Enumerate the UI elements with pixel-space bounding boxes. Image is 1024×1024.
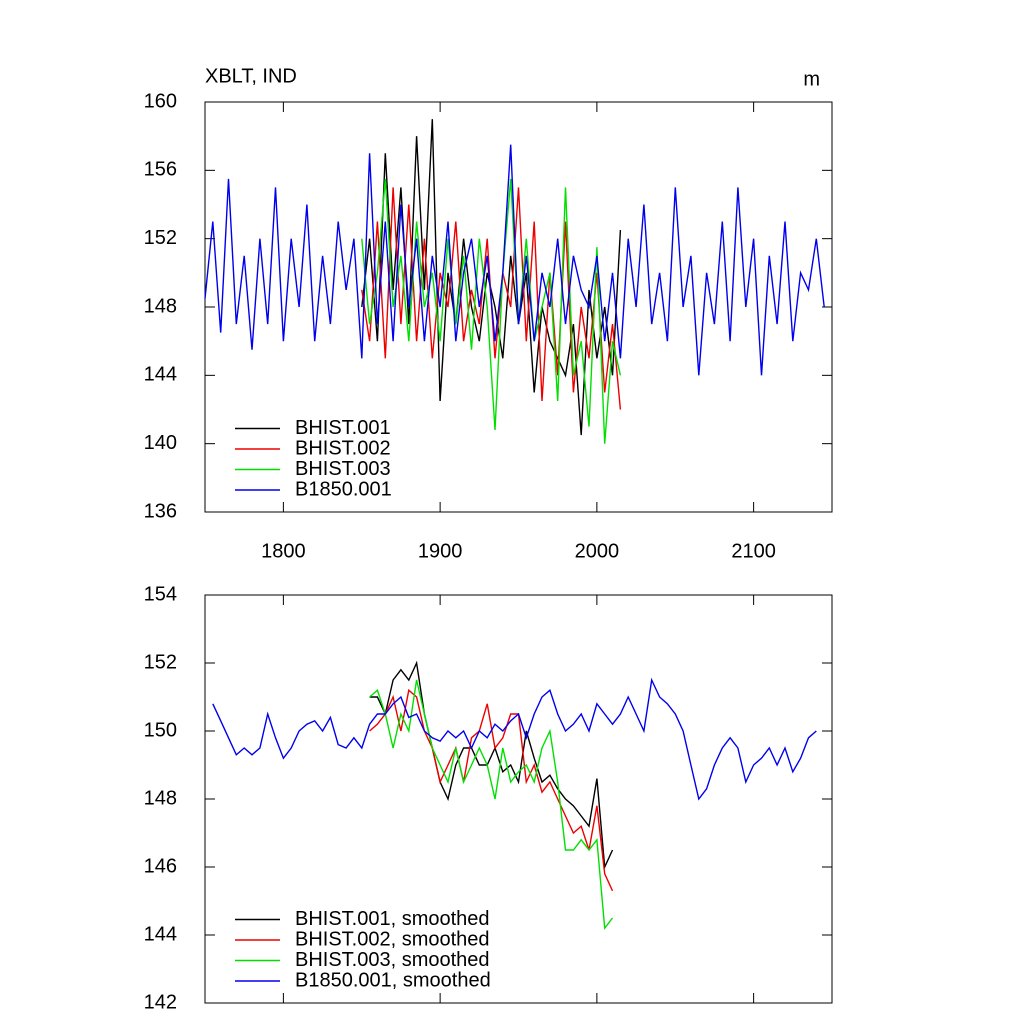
data-line <box>212 677 817 801</box>
data-line <box>204 144 825 376</box>
y-tick-label: 152 <box>144 651 177 673</box>
x-tick-label: 2000 <box>575 540 620 562</box>
legend-label: B1850.001, smoothed <box>295 969 491 991</box>
data-line <box>369 660 614 870</box>
legend-label: B1850.001 <box>295 478 392 500</box>
data-line <box>361 119 622 436</box>
legend-label: BHIST.001, smoothed <box>295 908 490 930</box>
y-tick-label: 156 <box>144 159 177 181</box>
data-line <box>361 178 622 444</box>
x-tick-label: 2100 <box>731 540 776 562</box>
y-tick-label: 148 <box>144 295 177 317</box>
units-label: m <box>803 68 820 90</box>
y-tick-label: 160 <box>144 90 177 112</box>
data-line <box>369 688 614 892</box>
legend-label: BHIST.001 <box>295 417 391 439</box>
legend-label: BHIST.003, smoothed <box>295 949 490 971</box>
legend-label: BHIST.003 <box>295 458 391 480</box>
y-tick-label: 144 <box>144 364 177 386</box>
data-line <box>369 679 614 931</box>
y-tick-label: 154 <box>144 583 177 605</box>
legend-label: BHIST.002 <box>295 437 391 459</box>
y-tick-label: 148 <box>144 787 177 809</box>
y-tick-label: 140 <box>144 432 177 454</box>
y-tick-label: 150 <box>144 719 177 741</box>
y-tick-label: 152 <box>144 227 177 249</box>
y-tick-label: 146 <box>144 855 177 877</box>
x-tick-label: 1800 <box>261 540 306 562</box>
x-tick-label: 1900 <box>418 540 463 562</box>
chart-title: XBLT, IND <box>205 65 297 87</box>
y-tick-label: 142 <box>144 991 177 1013</box>
y-tick-label: 136 <box>144 500 177 522</box>
y-tick-label: 144 <box>144 923 177 945</box>
legend-label: BHIST.002, smoothed <box>295 928 490 950</box>
